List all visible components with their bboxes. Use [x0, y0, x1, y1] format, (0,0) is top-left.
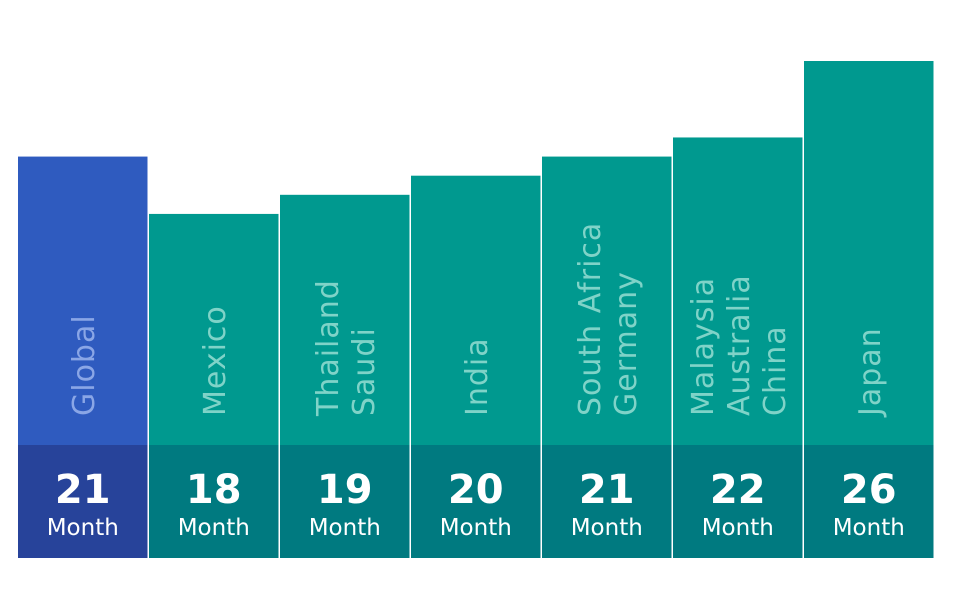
value-labels-group: 21Month18Month19Month20Month21Month22Mon…	[47, 467, 905, 541]
unit-label-4: Month	[571, 515, 643, 541]
category-label-line: Malaysia	[686, 277, 721, 416]
category-label-0: Global	[67, 314, 102, 416]
value-band-3	[411, 445, 541, 558]
value-band-5	[673, 445, 803, 558]
category-label-5: MalaysiaAustraliaChina	[686, 274, 793, 416]
bar-4	[542, 156, 672, 446]
value-label-4: 21	[579, 467, 635, 513]
value-label-0: 21	[55, 467, 111, 513]
value-band-4	[542, 445, 672, 558]
bar-3	[411, 175, 541, 445]
unit-label-5: Month	[702, 515, 774, 541]
bar-5	[673, 137, 803, 445]
category-label-line: Japan	[853, 327, 888, 418]
bar-6	[804, 61, 934, 445]
value-label-3: 20	[448, 467, 504, 513]
value-band-1	[149, 445, 279, 558]
category-label-line: Thailand	[311, 279, 346, 417]
value-bands-group	[18, 445, 934, 558]
value-label-1: 18	[186, 467, 242, 513]
category-label-line: Saudi	[347, 327, 382, 416]
category-label-line: India	[460, 337, 495, 416]
category-label-2: ThailandSaudi	[311, 279, 382, 417]
category-label-6: Japan	[853, 327, 888, 418]
category-label-line: Mexico	[198, 305, 233, 416]
bar-0	[18, 156, 148, 446]
category-label-line: Australia	[722, 274, 757, 416]
category-label-1: Mexico	[198, 305, 233, 416]
value-label-2: 19	[317, 467, 373, 513]
unit-label-0: Month	[47, 515, 119, 541]
unit-label-2: Month	[309, 515, 381, 541]
value-label-6: 26	[841, 467, 897, 513]
value-band-2	[280, 445, 410, 558]
unit-label-1: Month	[178, 515, 250, 541]
category-label-line: Germany	[609, 271, 644, 416]
category-label-3: India	[460, 337, 495, 416]
category-label-line: South Africa	[573, 222, 608, 416]
value-band-0	[18, 445, 148, 558]
bars-group	[18, 61, 934, 446]
unit-label-6: Month	[833, 515, 905, 541]
value-label-5: 22	[710, 467, 766, 513]
value-band-6	[804, 445, 934, 558]
category-label-line: Global	[67, 314, 102, 416]
category-label-line: China	[758, 325, 793, 416]
category-labels-group: Global Mexico ThailandSaudi India South Afri…	[67, 222, 888, 418]
bar-1	[149, 213, 279, 445]
unit-label-3: Month	[440, 515, 512, 541]
bar-2	[280, 194, 410, 445]
category-label-4: South AfricaGermany	[573, 222, 644, 416]
